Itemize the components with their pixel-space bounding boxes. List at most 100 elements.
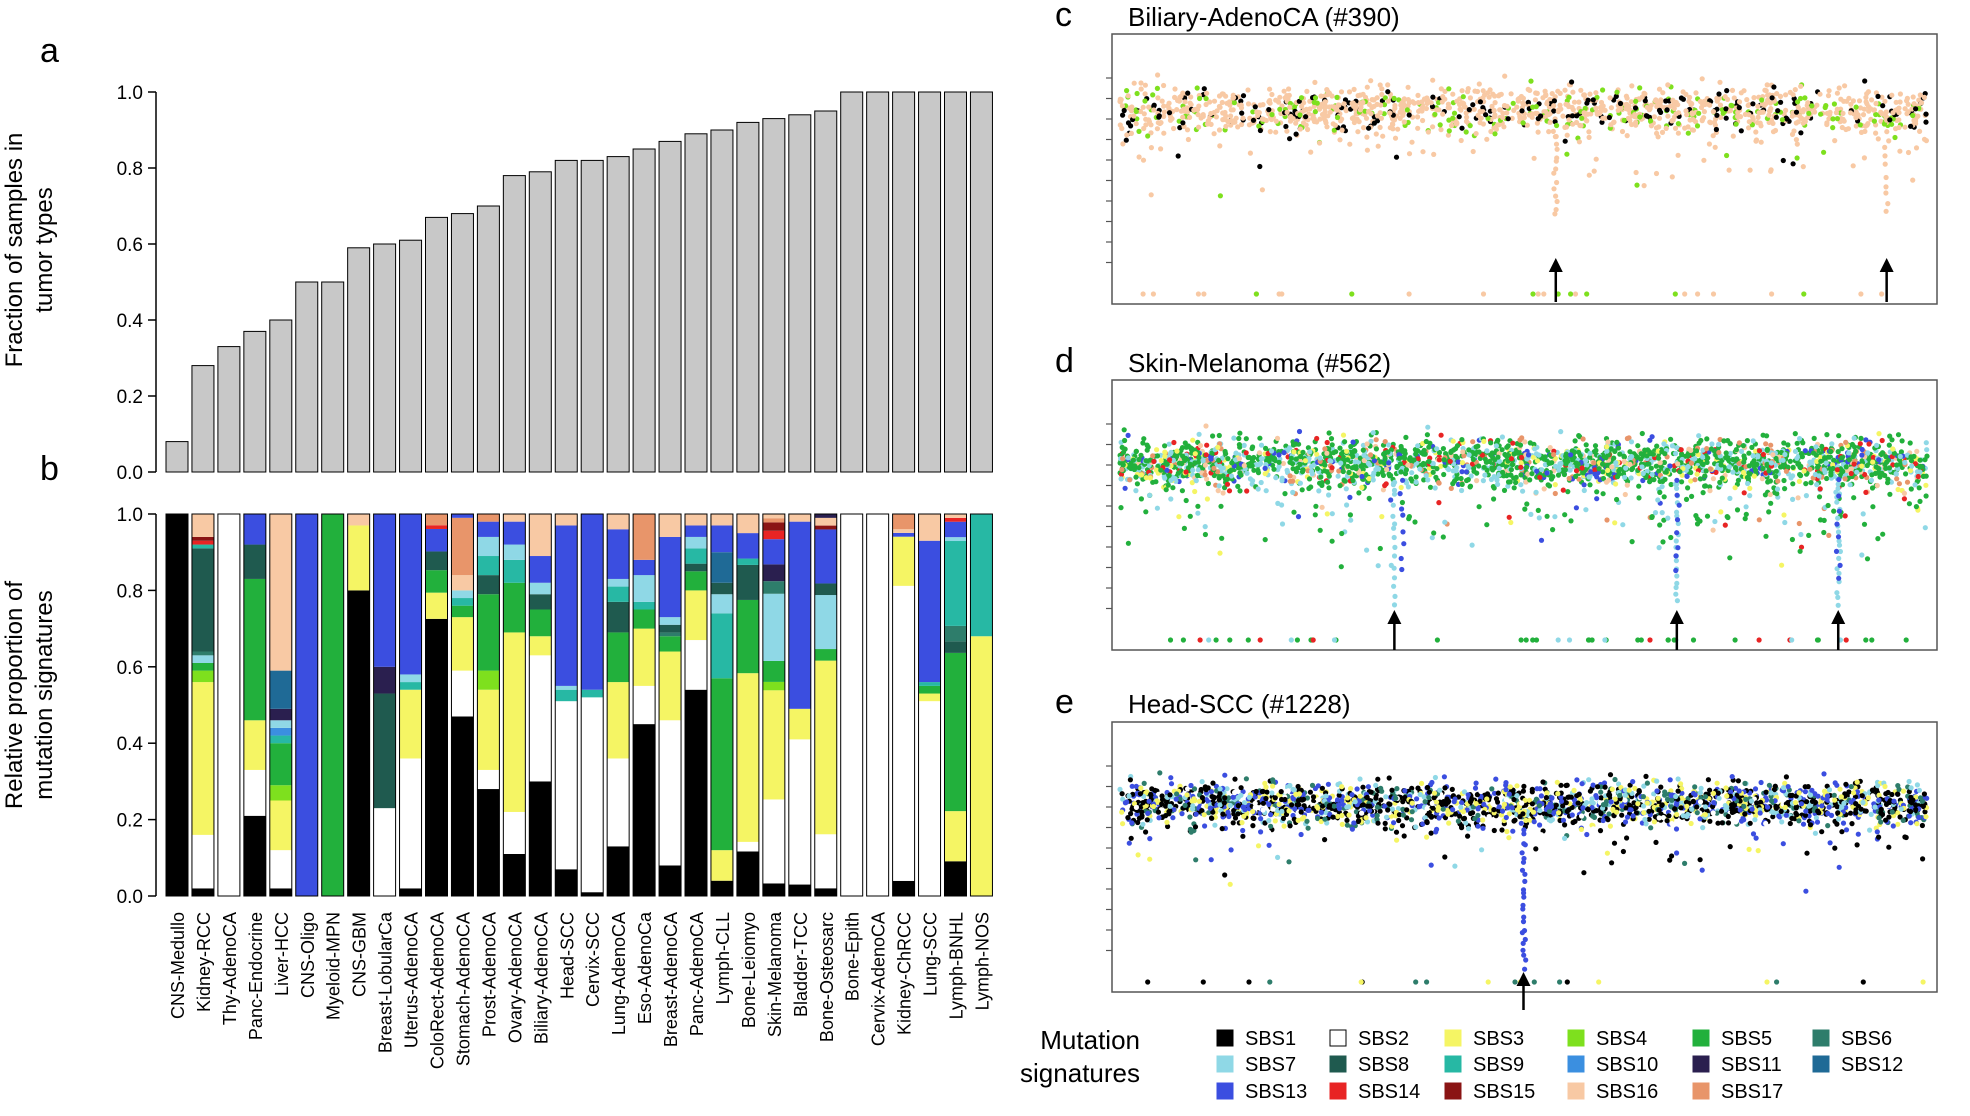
mutation-point [1783,468,1789,474]
mutation-point [1626,103,1632,109]
mutation-point [1524,122,1530,128]
mutation-point [1678,447,1684,453]
mutation-point [1697,476,1703,482]
mutation-point [1688,100,1694,106]
mutation-point [1313,503,1319,509]
mutation-point [1279,521,1286,527]
mutation-point [1461,103,1467,109]
mutation-point [1755,103,1761,109]
mutation-point [1534,120,1540,126]
mutation-point [1151,458,1157,464]
bottom-point [1903,637,1909,643]
mutation-point [1431,151,1437,157]
mutation-point [1751,95,1757,101]
panel-b-segment [944,861,967,896]
scatD-arrow-head [1387,610,1402,624]
mutation-point [1154,85,1160,91]
mutation-point [1562,467,1568,473]
mutation-point [1307,98,1313,104]
mutation-point [1237,430,1243,436]
panel-b-segment [607,529,630,579]
mutation-point [1481,438,1487,444]
mutation-point [1394,786,1400,792]
mutation-point [1898,461,1904,467]
mutation-point [1790,481,1796,487]
mutation-point [1674,850,1680,856]
mutation-point [1775,478,1781,484]
panel-b-segment [607,578,630,587]
mutation-point [1327,109,1333,115]
panel-b-segment [685,590,707,641]
panel-b-segment [814,583,837,596]
mutation-point [1231,95,1237,101]
panel-a-ytick-label: 1.0 [117,83,143,104]
mutation-point [1617,451,1623,457]
panel-b-segment [607,586,630,602]
kataegis-point [1834,499,1840,505]
mutation-point [1379,91,1385,98]
mutation-point [1812,830,1818,836]
mutation-point [1347,512,1353,518]
panel-b-segment [295,514,318,896]
mutation-point [1459,481,1465,487]
panel-b-segment [736,851,759,896]
mutation-point [1766,112,1772,118]
panel-b-segment [788,514,811,522]
mutation-point [1308,149,1314,155]
mutation-point [1861,106,1867,112]
mutation-point [1162,443,1168,449]
mutation-point [1581,110,1587,116]
mutation-point [1652,509,1659,516]
kataegis-point [1835,485,1841,492]
kataegis-point [1674,492,1680,498]
mutation-point [1801,107,1807,113]
mutation-point [1459,125,1465,131]
mutation-point [1908,123,1914,129]
panel-label-b: b [40,450,59,488]
mutation-point [1657,460,1663,466]
mutation-point [1775,108,1781,114]
mutation-point [1210,433,1216,439]
mutation-point [1334,114,1341,121]
mutation-point [1340,432,1347,438]
mutation-point [1798,83,1804,89]
bottom-point [1288,637,1294,643]
bottom-point [1732,637,1738,643]
mutation-point [1446,128,1452,134]
panel-e-points [1106,765,1930,1010]
mutation-point [1195,467,1201,473]
mutation-point [1714,112,1720,118]
panel-b-bar-outline [736,513,760,897]
mutation-point [1730,133,1736,139]
mutation-point [1245,87,1251,93]
mutation-point [1174,107,1180,113]
mutation-point [1277,106,1283,112]
mutation-point [1536,452,1542,458]
mutation-point [1338,564,1344,570]
mutation-point [1317,140,1323,146]
kataegis-point [1552,134,1558,140]
mutation-point [1922,525,1928,531]
panel-b-segment [736,533,759,559]
mutation-point [1563,124,1570,130]
mutation-point [1793,109,1800,115]
mutation-point [1826,88,1832,94]
category-label: Breast-LobularCa [376,911,396,1053]
panel-b-segment [425,570,448,593]
mutation-point [1661,459,1667,466]
mutation-point [1777,93,1784,99]
mutation-point [1893,471,1899,477]
mutation-point [1446,466,1452,473]
mutation-point [1277,94,1283,100]
kataegis-point [1554,146,1560,152]
mutation-point [1363,115,1370,121]
mutation-point [1783,774,1789,780]
mutation-point [1476,504,1482,510]
panel-b-segment [710,514,733,526]
mutation-point [1858,435,1864,441]
mutation-point [1438,432,1444,438]
panel-b-segment [373,808,396,896]
mutation-point [1782,486,1788,492]
bottom-point [1294,637,1300,643]
panel-b-segment [555,869,578,896]
